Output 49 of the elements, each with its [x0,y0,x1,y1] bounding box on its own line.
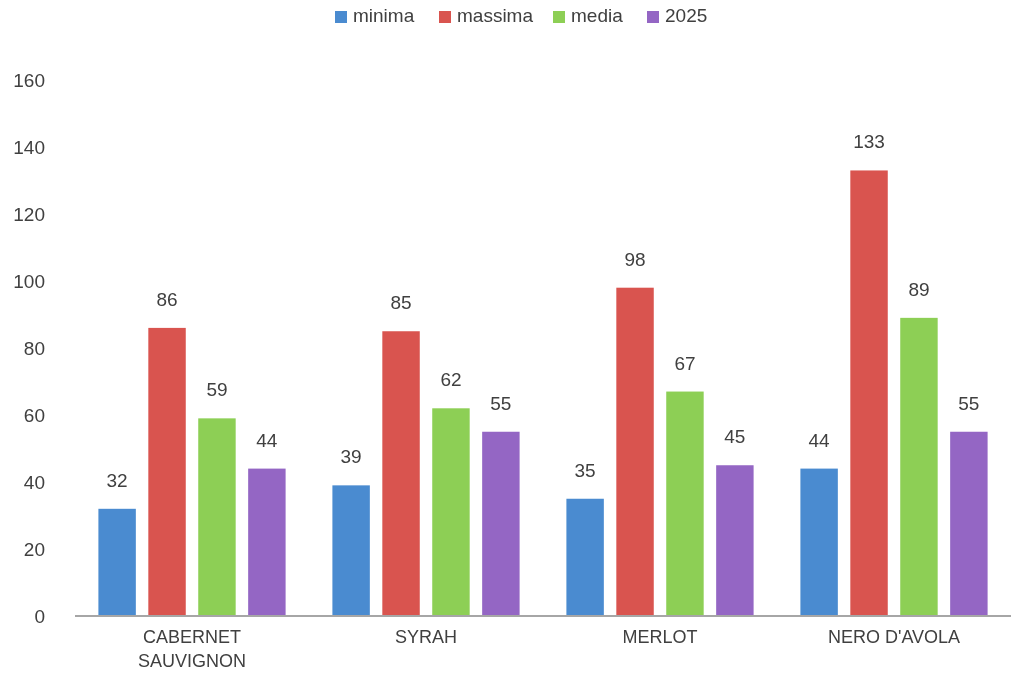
data-label: 45 [724,426,746,448]
bar [850,170,888,616]
bar [248,468,286,616]
legend-label: massima [457,5,534,26]
data-label: 98 [624,248,646,270]
bar [332,485,370,616]
data-label: 62 [440,369,462,391]
data-label: 133 [853,131,885,153]
bar [566,498,604,616]
x-tick-label: NERO D'AVOLA [827,626,961,647]
data-label: 55 [958,392,980,414]
bar [382,331,420,616]
x-tick-label: CABERNET SAUVIGNON [137,626,247,672]
y-tick-label: 0 [34,605,45,627]
bar [716,465,754,616]
bar [148,327,186,616]
y-tick-label: 140 [13,136,45,158]
y-tick-label: 80 [23,337,45,359]
data-label: 85 [390,292,412,314]
bar [616,287,654,616]
legend-label: minima [353,5,415,26]
data-label: 39 [340,446,362,468]
y-tick-label: 100 [13,270,45,292]
y-tick-label: 60 [23,404,45,426]
data-label: 32 [106,469,128,491]
data-label: 86 [156,288,178,310]
y-tick-label: 20 [23,538,45,560]
data-label: 44 [808,429,831,451]
data-label: 89 [908,278,930,300]
data-label: 67 [674,352,696,374]
bar [198,418,236,616]
bar [950,431,988,616]
data-label: 55 [490,392,512,414]
y-tick-label: 40 [23,471,45,493]
bar [432,408,470,616]
y-tick-label: 120 [13,203,45,225]
legend-label: media [571,5,624,26]
bar [900,317,938,616]
legend-label: 2025 [665,5,708,26]
data-label: 44 [256,429,278,451]
data-label: 59 [206,379,228,401]
bar [98,508,136,616]
x-tick-label: SYRAH [394,626,458,647]
bar [666,391,704,616]
data-label: 35 [574,459,596,481]
y-tick-label: 160 [13,69,45,91]
x-tick-label: MERLOT [622,626,698,647]
bar [482,431,520,616]
bar [800,468,838,616]
